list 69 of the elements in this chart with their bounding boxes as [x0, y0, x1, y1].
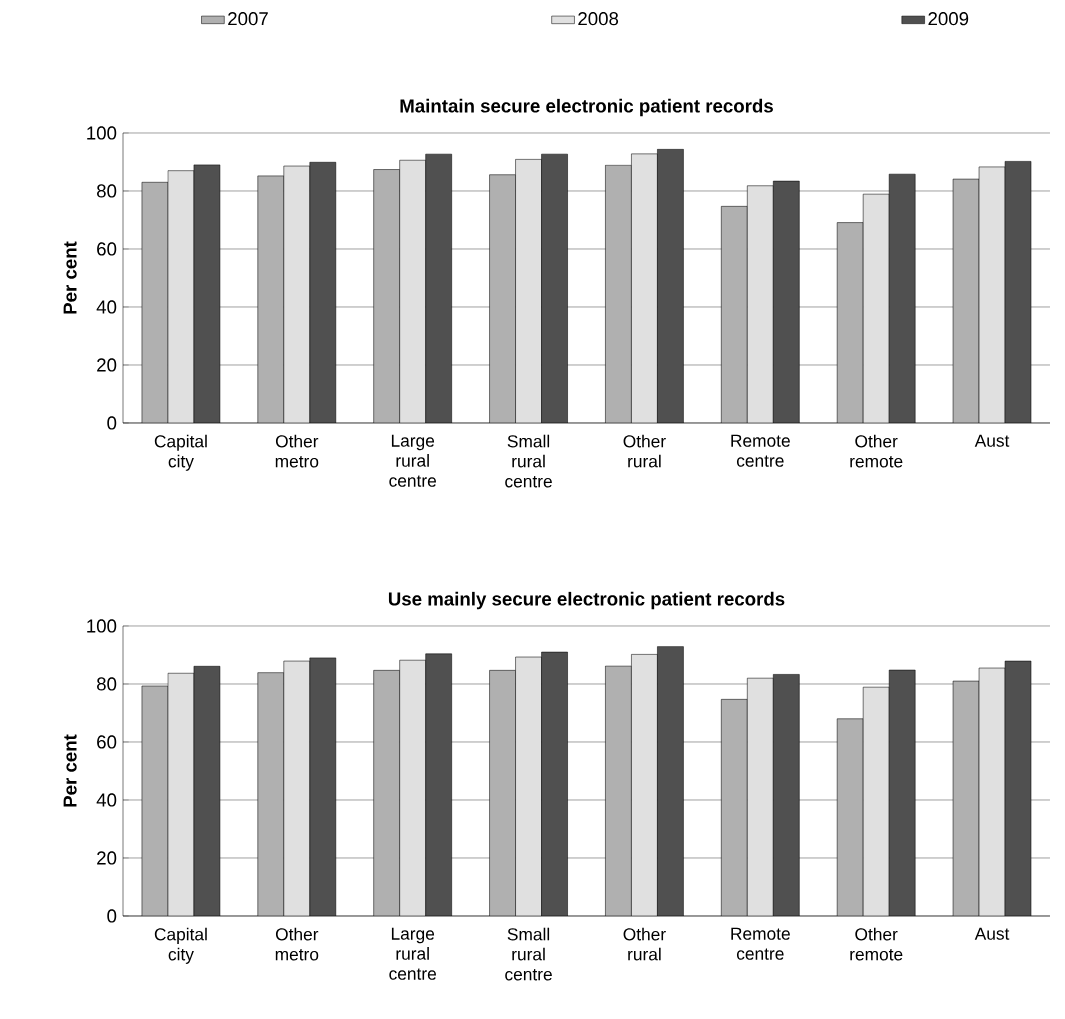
y-tick-label: 20	[97, 358, 117, 372]
bar	[863, 687, 890, 916]
x-tick-label: Capital city	[154, 927, 207, 964]
y-axis-title: Per cent	[63, 241, 77, 314]
bar	[837, 718, 864, 916]
y-tick-label: 100	[87, 619, 117, 633]
x-tick-label: Other remote	[850, 927, 903, 961]
x-tick-label: Remote centre	[731, 434, 790, 467]
y-tick-label: 60	[97, 735, 117, 749]
bar	[515, 657, 542, 916]
bar	[373, 169, 400, 423]
bar	[721, 699, 748, 916]
bar	[605, 666, 632, 916]
bar	[952, 178, 980, 423]
bar	[747, 678, 774, 916]
x-tick-label: Remote centre	[731, 927, 790, 960]
bar	[193, 666, 220, 916]
bar	[863, 194, 890, 423]
x-tick-label: Small rural centre	[505, 434, 552, 488]
legend-label: 2008	[578, 12, 619, 26]
y-tick-label: 20	[97, 851, 117, 865]
bar	[257, 175, 284, 423]
y-tick-label: 100	[87, 126, 117, 140]
y-tick-label: 0	[107, 909, 117, 923]
bar	[515, 159, 542, 423]
y-tick-label: 60	[97, 242, 117, 256]
x-tick-label: Other metro	[275, 927, 319, 961]
x-tick-label: Capital city	[154, 434, 207, 471]
bar	[399, 660, 426, 916]
y-axis-title: Per cent	[63, 734, 77, 807]
bar	[167, 170, 194, 423]
x-tick-label: Large rural centre	[389, 927, 436, 980]
bar	[721, 206, 748, 423]
x-tick-label: Aust	[974, 434, 1010, 447]
bar	[1004, 660, 1032, 916]
y-tick-label: 40	[96, 793, 117, 807]
bar	[631, 153, 658, 423]
bar	[141, 182, 168, 423]
legend-label: 2007	[228, 12, 268, 26]
bar	[167, 673, 194, 916]
bar	[399, 160, 426, 423]
bar	[283, 166, 310, 423]
x-tick-label: Aust	[974, 927, 1010, 940]
bar	[837, 222, 864, 423]
x-tick-label: Other rural	[623, 927, 666, 961]
bar	[747, 185, 774, 423]
bar	[489, 174, 516, 423]
y-tick-label: 80	[97, 184, 117, 198]
chart-title: Maintain secure electronic patient records	[400, 98, 773, 117]
bar	[257, 672, 284, 916]
bar	[631, 654, 658, 916]
y-tick-label: 0	[107, 416, 117, 430]
x-tick-label: Other metro	[275, 434, 319, 468]
x-tick-label: Other remote	[850, 434, 903, 468]
bar	[978, 166, 1006, 423]
y-tick-label: 40	[96, 300, 117, 314]
bar	[141, 686, 168, 916]
x-tick-label: Large rural centre	[389, 434, 436, 487]
bar	[978, 667, 1006, 916]
x-tick-label: Other rural	[623, 434, 666, 468]
bar	[605, 165, 632, 423]
bar	[373, 670, 400, 916]
bar	[489, 670, 516, 916]
chart-title: Use mainly secure electronic patient records	[388, 591, 785, 610]
y-tick-label: 80	[97, 677, 117, 691]
bar	[283, 661, 310, 916]
legend-label: 2009	[928, 12, 969, 26]
bar	[952, 680, 980, 916]
x-tick-label: Small rural centre	[505, 927, 552, 981]
